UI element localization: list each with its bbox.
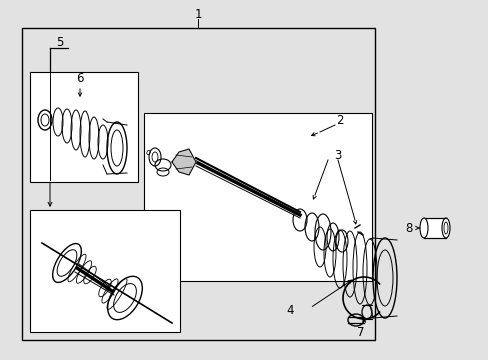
- Text: o: o: [145, 148, 150, 157]
- Bar: [143, 113, 371, 281]
- Text: 7: 7: [357, 325, 364, 338]
- Bar: [22, 28, 374, 340]
- Text: 5: 5: [56, 36, 63, 49]
- Bar: [423, 218, 445, 238]
- Ellipse shape: [419, 218, 427, 238]
- Text: 6: 6: [76, 72, 83, 85]
- Ellipse shape: [441, 218, 449, 238]
- Bar: [30, 210, 180, 332]
- Text: 4: 4: [285, 303, 293, 316]
- Text: 2: 2: [336, 113, 343, 126]
- Text: 8: 8: [405, 221, 412, 234]
- Text: 1: 1: [194, 8, 202, 21]
- Text: 3: 3: [334, 149, 341, 162]
- Bar: [30, 72, 138, 182]
- Polygon shape: [172, 149, 196, 175]
